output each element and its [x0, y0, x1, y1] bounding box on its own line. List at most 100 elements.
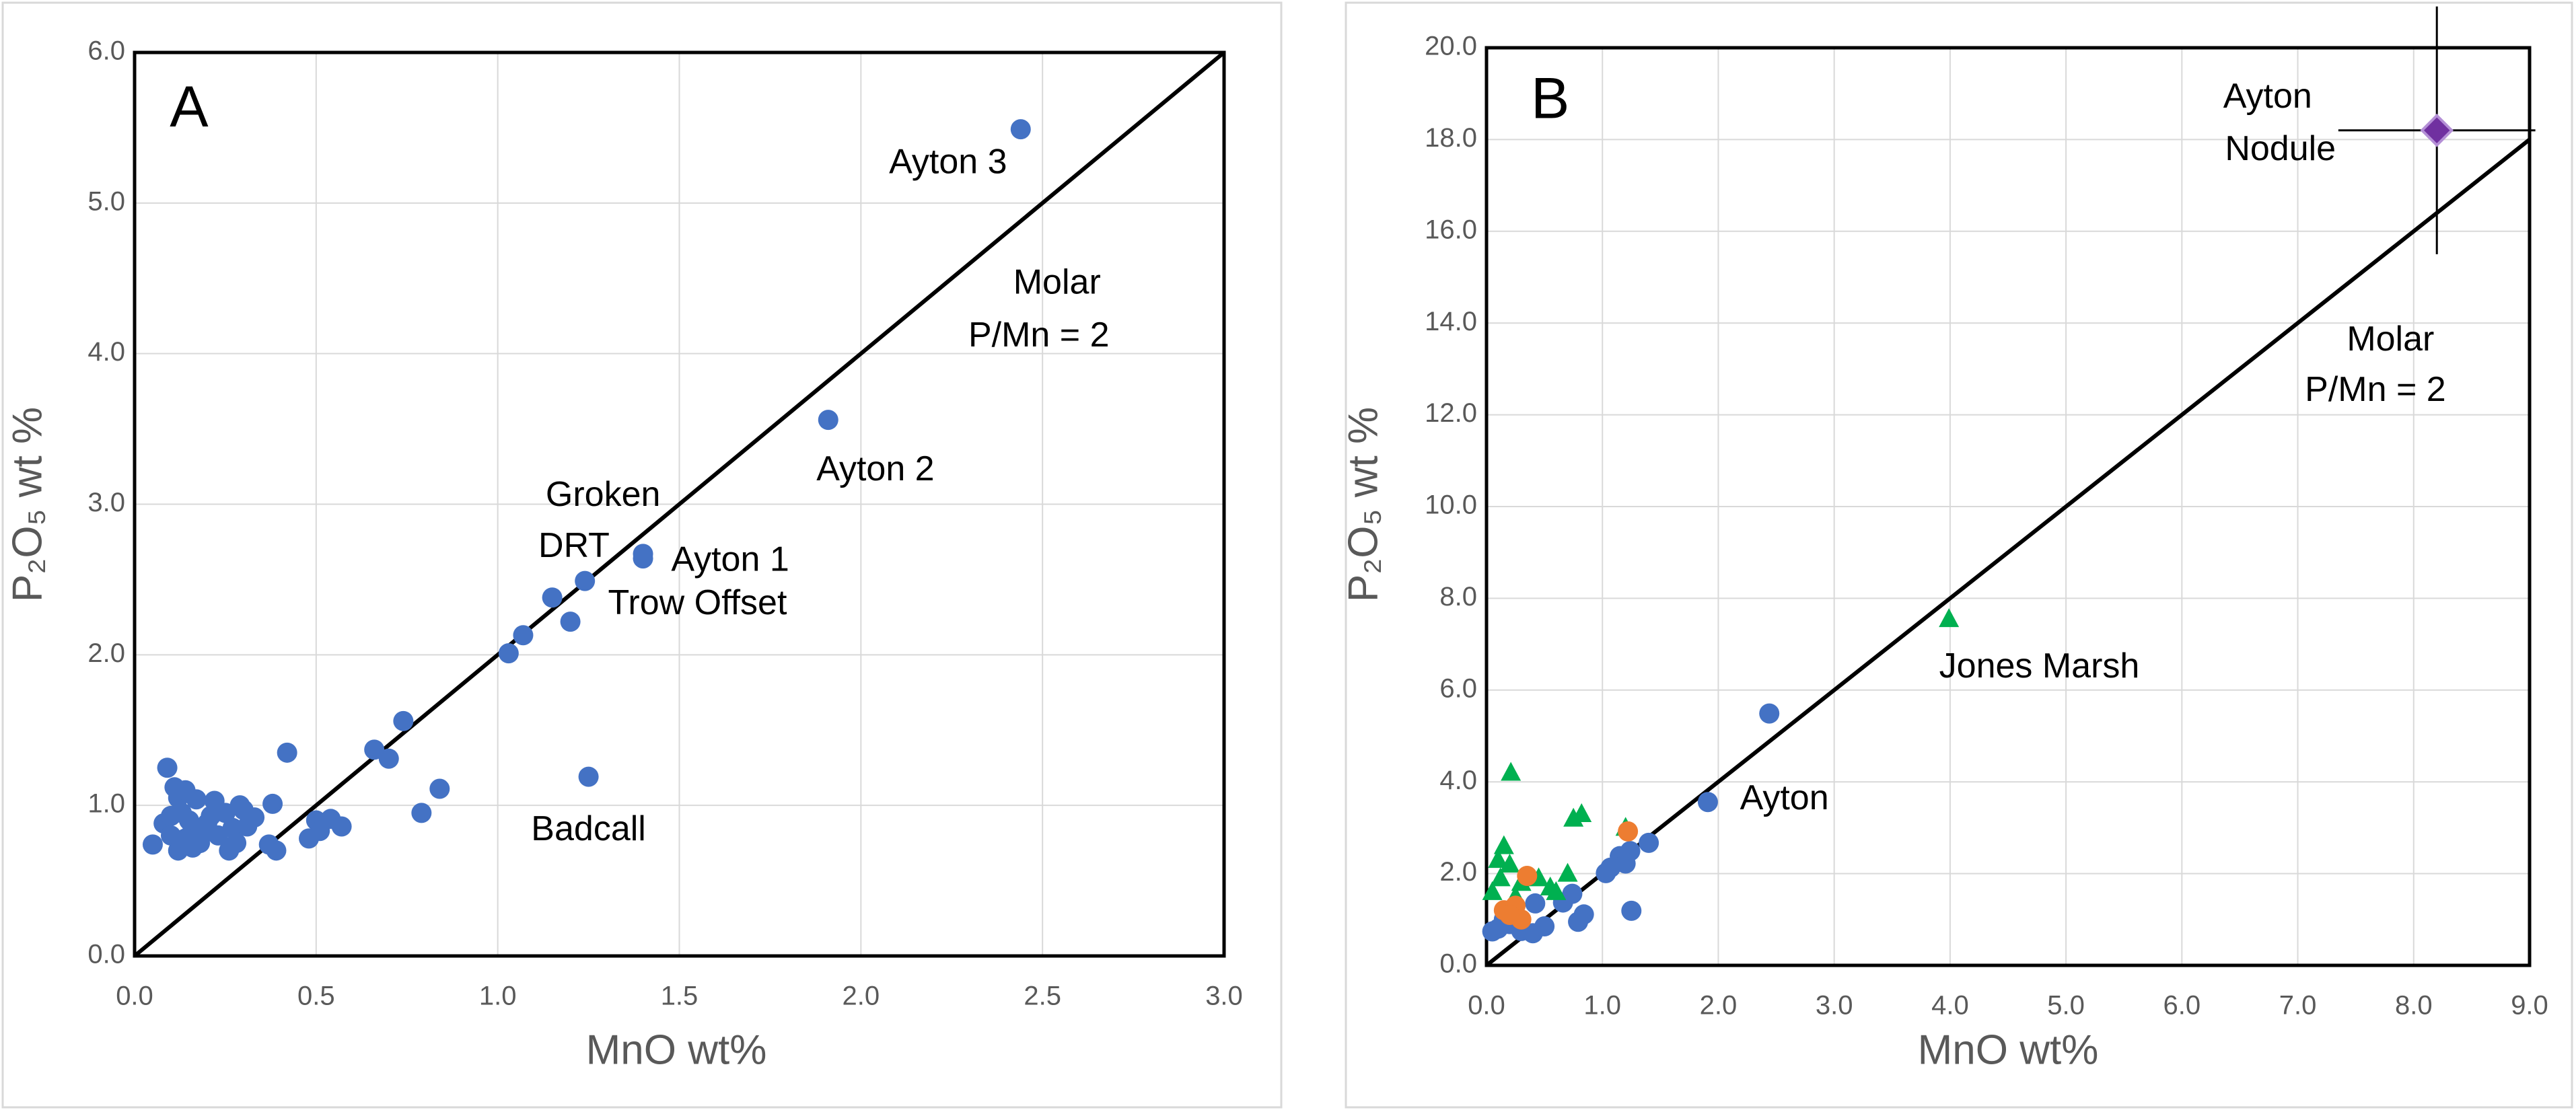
point — [1010, 119, 1031, 140]
point — [1482, 921, 1503, 942]
reference-line — [133, 50, 1225, 958]
point — [1499, 853, 1520, 873]
x-tick-label: 6.0 — [2163, 991, 2201, 1021]
x-axis-title: MnO wt% — [1918, 1027, 2099, 1073]
point — [2420, 113, 2454, 147]
y-tick-label: 5.0 — [87, 186, 125, 216]
point — [222, 817, 243, 838]
x-tick-label: 0.0 — [1468, 991, 1505, 1021]
point — [244, 807, 265, 828]
point — [498, 643, 519, 664]
point — [1571, 803, 1592, 822]
annotation: Badcall — [531, 809, 646, 848]
point — [1499, 904, 1520, 925]
x-tick-label: 4.0 — [1931, 991, 1969, 1021]
x-tick-label: 1.0 — [1583, 991, 1621, 1021]
point — [182, 837, 203, 858]
x-tick-label: 2.5 — [1024, 982, 1061, 1011]
point — [1525, 893, 1546, 914]
point — [1482, 881, 1503, 900]
plot-frame — [133, 50, 1226, 958]
point — [160, 805, 181, 826]
y-tick-label: 1.0 — [87, 789, 125, 819]
point — [560, 612, 581, 632]
point — [1568, 912, 1589, 932]
y-tick-label: 20.0 — [1425, 32, 1477, 61]
annotation: Ayton — [1740, 778, 1829, 817]
annotation: Nodule — [2225, 129, 2336, 168]
annotation: P/Mn = 2 — [2305, 370, 2446, 409]
x-tick-label: 0.5 — [297, 982, 335, 1011]
point — [1618, 821, 1639, 842]
x-tick-label: 5.0 — [2047, 991, 2085, 1021]
point — [513, 625, 534, 646]
point — [429, 778, 450, 799]
point — [157, 757, 178, 778]
annotation: P/Mn = 2 — [968, 316, 1110, 355]
point — [1621, 900, 1642, 921]
panel-frame — [1, 1, 1283, 1109]
x-tick-label: 1.0 — [479, 982, 517, 1011]
point — [142, 834, 163, 855]
point — [542, 587, 563, 608]
x-tick-label: 8.0 — [2395, 991, 2433, 1021]
annotation: Ayton 1 — [671, 540, 789, 579]
point — [331, 816, 352, 837]
y-tick-label: 2.0 — [1439, 857, 1477, 887]
point — [1517, 866, 1538, 887]
x-tick-label: 9.0 — [2511, 991, 2548, 1021]
y-tick-label: 12.0 — [1425, 398, 1477, 428]
x-axis-title: MnO wt% — [586, 1027, 767, 1073]
point — [1557, 862, 1578, 882]
point — [1488, 849, 1509, 868]
annotation: Jones Marsh — [1939, 646, 2140, 686]
point — [1546, 881, 1567, 900]
point — [277, 742, 297, 763]
y-axis-title: P₂O₅ wt % — [4, 407, 50, 602]
annotation: Groken — [546, 475, 661, 514]
point — [818, 410, 838, 431]
y-tick-label: 8.0 — [1439, 582, 1477, 612]
annotation: Ayton 2 — [816, 449, 934, 488]
point — [575, 570, 596, 591]
point — [1493, 835, 1514, 854]
point — [378, 748, 399, 769]
point — [266, 840, 287, 861]
annotation: Molar — [1013, 262, 1101, 301]
point — [578, 766, 599, 787]
y-tick-label: 10.0 — [1425, 490, 1477, 520]
y-axis-title: P₂O₅ wt % — [1340, 407, 1386, 602]
annotation: Molar — [2347, 320, 2434, 359]
y-tick-label: 6.0 — [87, 36, 125, 66]
y-tick-label: 6.0 — [1439, 673, 1477, 703]
point — [1501, 762, 1522, 781]
y-tick-label: 3.0 — [87, 488, 125, 517]
y-tick-label: 16.0 — [1425, 215, 1477, 244]
y-tick-label: 0.0 — [1439, 949, 1477, 979]
point — [262, 793, 283, 814]
x-tick-label: 0.0 — [116, 982, 153, 1011]
point — [1759, 703, 1780, 724]
y-tick-label: 4.0 — [1439, 766, 1477, 795]
point — [633, 548, 653, 569]
point — [1522, 923, 1543, 944]
panel-frame — [1345, 1, 2573, 1109]
point — [411, 803, 432, 823]
x-tick-label: 3.0 — [1205, 982, 1243, 1011]
y-tick-label: 18.0 — [1425, 123, 1477, 153]
point — [1639, 832, 1659, 853]
annotation: DRT — [538, 526, 610, 565]
annotation: Ayton 3 — [889, 142, 1007, 181]
annotation: Ayton — [2223, 77, 2312, 116]
y-tick-label: 0.0 — [87, 940, 125, 969]
point — [1697, 792, 1718, 813]
x-tick-label: 2.0 — [1700, 991, 1738, 1021]
x-tick-label: 3.0 — [1816, 991, 1853, 1021]
point — [1596, 862, 1616, 883]
annotation: Trow Offset — [608, 583, 787, 622]
point — [364, 739, 385, 760]
point — [186, 789, 207, 810]
point — [1490, 867, 1511, 887]
